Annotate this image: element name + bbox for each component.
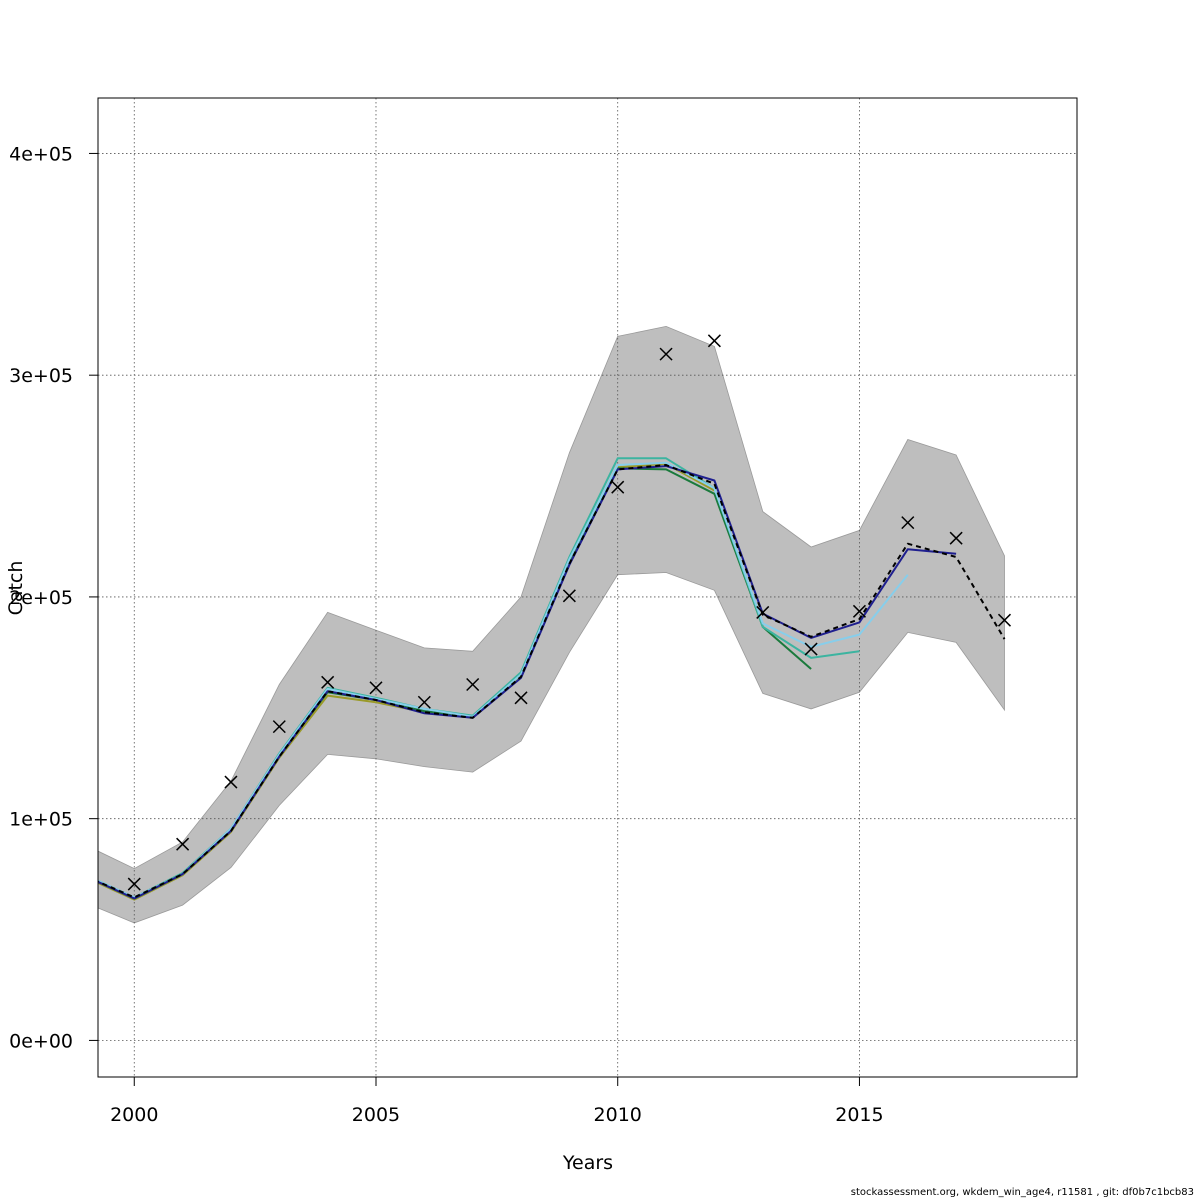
observed-point (417, 695, 431, 709)
observed-point (901, 516, 915, 530)
observed-point (756, 605, 770, 619)
x-tick-label: 2010 (594, 1104, 642, 1126)
confidence-band-layer (98, 325, 1005, 924)
observed-point (272, 720, 286, 734)
series-layer (98, 457, 1006, 901)
observed-point (466, 677, 480, 692)
y-tick-label: 3e+05 (9, 365, 73, 387)
x-tick-label: 2005 (352, 1104, 400, 1126)
plot-frame (97, 97, 1078, 1078)
y-tick-label: 2e+05 (9, 587, 73, 609)
x-tick-label: 2015 (835, 1104, 883, 1126)
observed-point (369, 681, 383, 695)
observed-points-layer (127, 334, 1012, 891)
observed-point (949, 531, 963, 545)
footer-credit: stockassessment.org, wkdem_win_age4, r11… (850, 1187, 1194, 1198)
y-tick-label: 4e+05 (9, 143, 73, 165)
y-axis-title: Catch (5, 561, 27, 616)
y-axis-ticks: 0e+00 1e+05 2e+05 3e+05 4e+05 (9, 143, 98, 1052)
observed-point (659, 347, 673, 361)
observed-point (611, 480, 625, 494)
observed-point (562, 589, 576, 603)
series-line (98, 464, 1006, 899)
confidence-band (98, 325, 1005, 924)
y-tick-label: 0e+00 (9, 1030, 73, 1052)
grid-layer (98, 98, 1077, 1077)
observed-point (321, 675, 335, 689)
observed-point (852, 604, 866, 618)
observed-point (127, 877, 141, 891)
observed-point (224, 775, 238, 789)
observed-point (997, 613, 1012, 627)
observed-point (514, 691, 528, 705)
observed-point (804, 642, 818, 656)
observed-point (707, 334, 721, 348)
x-axis-ticks: 2000 2005 2010 2015 (110, 1077, 884, 1126)
x-tick-label: 2000 (110, 1104, 158, 1126)
observed-point (176, 837, 190, 851)
y-tick-label: 1e+05 (9, 809, 73, 831)
x-axis-title: Years (562, 1152, 613, 1174)
series-line (98, 461, 909, 899)
